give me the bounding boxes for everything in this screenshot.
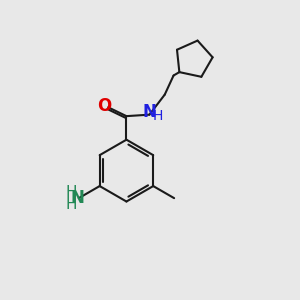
Text: N: N (70, 189, 84, 207)
Text: H: H (153, 109, 164, 123)
Text: H: H (66, 197, 77, 212)
Text: N: N (142, 103, 156, 121)
Text: H: H (66, 185, 77, 200)
Text: O: O (98, 97, 112, 115)
